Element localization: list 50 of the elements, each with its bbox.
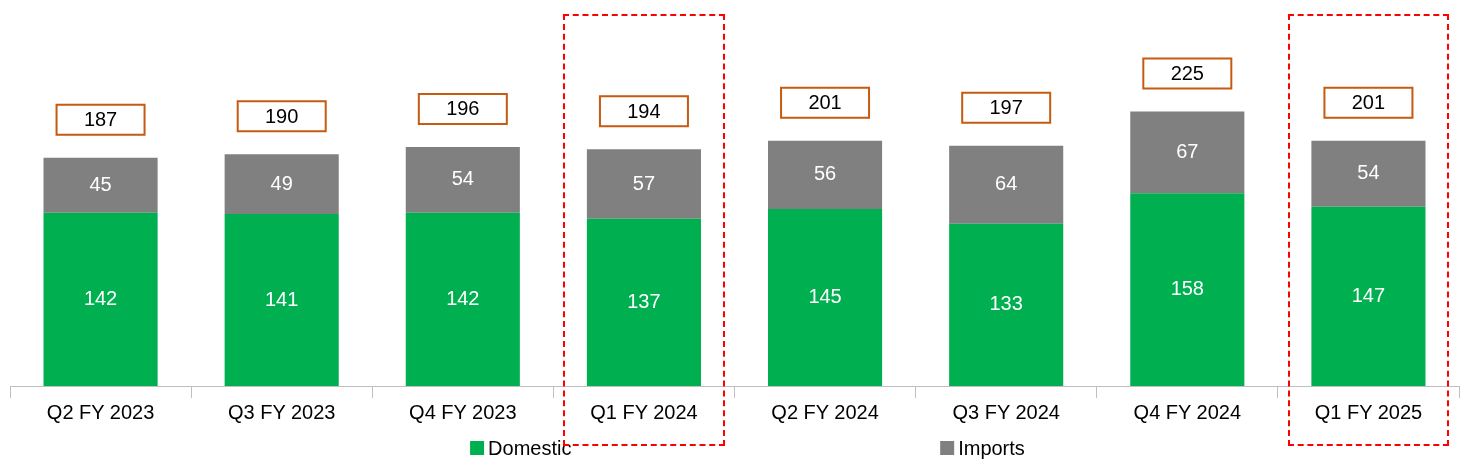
bar <box>224 213 339 386</box>
data-label: 158 <box>1170 277 1204 300</box>
data-label: 133 <box>989 292 1023 315</box>
data-label: 142 <box>446 286 480 309</box>
data-label: 45 <box>89 172 112 195</box>
data-label: 145 <box>808 285 842 308</box>
data-label: 67 <box>1176 139 1199 162</box>
total-label: 225 <box>1170 62 1204 85</box>
total-label: 187 <box>83 108 118 131</box>
total-label: 190 <box>265 104 299 127</box>
data-label: 56 <box>813 162 837 185</box>
data-label: 141 <box>265 287 299 310</box>
data-label: 54 <box>451 167 474 190</box>
bar <box>586 218 701 386</box>
data-label: 49 <box>270 171 293 194</box>
bar <box>1130 193 1245 386</box>
total-label: 201 <box>1351 91 1386 114</box>
bar <box>43 157 158 213</box>
bar <box>1311 140 1426 207</box>
bar <box>949 145 1064 224</box>
x-tick-label: Q1 FY 2024 <box>590 400 698 423</box>
data-label: 147 <box>1351 283 1386 306</box>
bar <box>405 212 520 386</box>
legend-label: Imports <box>958 436 1025 459</box>
x-tick-label: Q2 FY 2023 <box>46 400 155 423</box>
bar <box>224 154 339 214</box>
x-tick-label: Q4 FY 2023 <box>409 400 517 423</box>
bar <box>1130 111 1245 194</box>
bar <box>405 146 520 213</box>
data-label: 142 <box>83 286 118 309</box>
legend-label: Domestic <box>488 436 572 459</box>
data-label: 64 <box>995 172 1018 195</box>
total-label: 194 <box>627 99 661 122</box>
bar <box>768 140 883 210</box>
x-tick-label: Q4 FY 2024 <box>1133 400 1242 423</box>
total-label: 196 <box>446 97 480 120</box>
bar <box>949 223 1064 386</box>
total-label: 201 <box>808 91 842 114</box>
data-label: 57 <box>632 171 656 194</box>
data-label: 54 <box>1357 161 1380 184</box>
bar <box>768 209 883 386</box>
bar <box>43 212 158 386</box>
x-tick-label: Q1 FY 2025 <box>1314 400 1423 423</box>
data-label: 137 <box>627 289 661 312</box>
x-tick-label: Q3 FY 2024 <box>952 400 1060 423</box>
x-tick-label: Q3 FY 2023 <box>227 400 336 423</box>
bar <box>586 149 701 219</box>
total-label: 197 <box>989 96 1023 119</box>
bar <box>1311 206 1426 386</box>
x-tick-label: Q2 FY 2024 <box>771 400 879 423</box>
